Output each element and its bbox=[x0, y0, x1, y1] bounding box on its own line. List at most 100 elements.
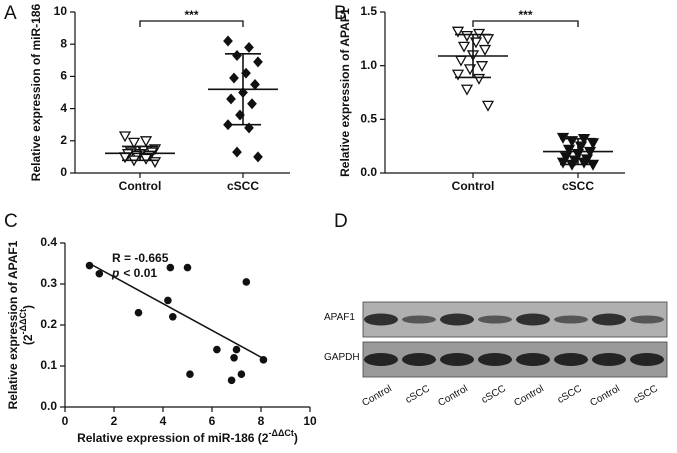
data-point bbox=[127, 137, 141, 149]
lane-label: Control bbox=[588, 383, 621, 409]
data-point bbox=[253, 56, 263, 68]
y-tick-label: 0.3 bbox=[40, 276, 57, 290]
blot-band bbox=[554, 353, 588, 366]
data-point bbox=[559, 152, 573, 164]
y-axis-title-end: ) bbox=[21, 305, 35, 309]
data-point bbox=[232, 49, 242, 61]
panel-label: D bbox=[334, 211, 348, 232]
data-point bbox=[247, 98, 257, 110]
blot-row-label: APAF1 bbox=[324, 312, 355, 323]
data-point bbox=[472, 73, 486, 85]
data-point bbox=[166, 263, 175, 272]
y-axis-title: Relative expression of miR-186 bbox=[29, 3, 43, 181]
data-point bbox=[454, 55, 468, 67]
x-tick-label: 4 bbox=[160, 414, 167, 428]
y-axis-title-sup: -ΔΔCt bbox=[18, 309, 28, 334]
lane-label: cSCC bbox=[404, 383, 432, 406]
x-axis-title-sup: -ΔΔCt bbox=[268, 428, 293, 438]
annotation: R = -0.665 bbox=[112, 251, 169, 265]
data-point bbox=[139, 153, 153, 165]
y-tick-label: 0.1 bbox=[40, 358, 57, 372]
data-point bbox=[164, 296, 172, 305]
lane-label: cSCC bbox=[480, 383, 508, 406]
y-tick-label: 0 bbox=[60, 165, 67, 179]
data-point bbox=[451, 69, 465, 81]
y-tick-label: 0.0 bbox=[40, 399, 57, 413]
blot-band bbox=[516, 313, 550, 326]
y-tick-label: 1.0 bbox=[360, 58, 377, 72]
data-point bbox=[186, 370, 194, 379]
data-point bbox=[148, 157, 162, 169]
significance-bracket bbox=[472, 20, 579, 27]
y-tick-label: 8 bbox=[60, 36, 67, 50]
data-point bbox=[226, 93, 236, 105]
data-point bbox=[242, 278, 251, 286]
x-tick-label: 2 bbox=[111, 414, 118, 428]
data-point bbox=[134, 308, 143, 317]
blot-band bbox=[478, 353, 512, 366]
y-tick-label: 2 bbox=[60, 133, 67, 147]
data-point bbox=[230, 354, 238, 362]
x-axis-title-end: ) bbox=[294, 431, 298, 445]
blot-band bbox=[478, 315, 512, 324]
blot-row-label: GAPDH bbox=[324, 352, 360, 363]
y-tick-label: 0.0 bbox=[360, 165, 377, 179]
x-tick-label: cSCC bbox=[562, 179, 594, 193]
data-point bbox=[250, 78, 260, 90]
lane-label: cSCC bbox=[632, 383, 660, 406]
lane-label: Control bbox=[436, 383, 469, 409]
significance-label: *** bbox=[518, 8, 532, 22]
y-axis-title-text: (2 bbox=[21, 334, 35, 345]
blot-band bbox=[554, 315, 588, 324]
data-point bbox=[229, 72, 239, 84]
data-point bbox=[139, 136, 153, 148]
data-point bbox=[213, 345, 221, 354]
data-point bbox=[478, 44, 492, 56]
lane-label: Control bbox=[360, 383, 393, 409]
panel-label: B bbox=[334, 3, 347, 24]
data-point bbox=[451, 26, 465, 38]
x-tick-label: cSCC bbox=[227, 179, 259, 193]
data-point bbox=[556, 157, 570, 169]
data-point bbox=[457, 41, 471, 53]
blot-band bbox=[440, 353, 474, 366]
data-point bbox=[460, 84, 474, 96]
y-tick-label: 10 bbox=[54, 4, 68, 18]
y-tick-label: 4 bbox=[60, 101, 67, 115]
x-tick-label: Control bbox=[119, 179, 162, 193]
annotation-text: < 0.01 bbox=[123, 266, 157, 280]
x-tick-label: 8 bbox=[258, 414, 265, 428]
x-tick-label: Control bbox=[452, 179, 495, 193]
data-point bbox=[475, 61, 489, 73]
data-point bbox=[232, 345, 241, 354]
data-point bbox=[253, 151, 263, 163]
data-point bbox=[237, 370, 246, 379]
y-axis-title: Relative expression of APAF1 bbox=[6, 240, 20, 409]
fit-line bbox=[89, 262, 267, 361]
data-point bbox=[244, 122, 254, 134]
data-point bbox=[118, 131, 132, 143]
panel-label: C bbox=[4, 211, 18, 232]
annotation: p < 0.01 bbox=[111, 266, 157, 280]
y-tick-label: 0.4 bbox=[40, 235, 57, 249]
y-tick-label: 0.2 bbox=[40, 317, 57, 331]
y-axis-title: Relative expression of APAF1 bbox=[338, 8, 352, 177]
data-point bbox=[577, 157, 591, 169]
data-point bbox=[95, 269, 104, 278]
x-tick-label: 6 bbox=[209, 414, 216, 428]
y-tick-label: 0.5 bbox=[360, 112, 377, 126]
x-axis-title: Relative expression of miR-186 (2-ΔΔCt) bbox=[77, 428, 298, 445]
y-tick-label: 6 bbox=[60, 69, 67, 83]
blot-band bbox=[402, 353, 436, 366]
data-point bbox=[562, 144, 576, 156]
blot-band bbox=[516, 353, 550, 366]
blot-band bbox=[592, 353, 626, 366]
data-point bbox=[227, 376, 236, 385]
data-point bbox=[169, 313, 177, 321]
significance-label: *** bbox=[184, 8, 198, 22]
data-point bbox=[460, 30, 474, 42]
data-point bbox=[183, 263, 192, 272]
panel-label: A bbox=[4, 3, 17, 24]
significance-bracket bbox=[139, 20, 244, 27]
